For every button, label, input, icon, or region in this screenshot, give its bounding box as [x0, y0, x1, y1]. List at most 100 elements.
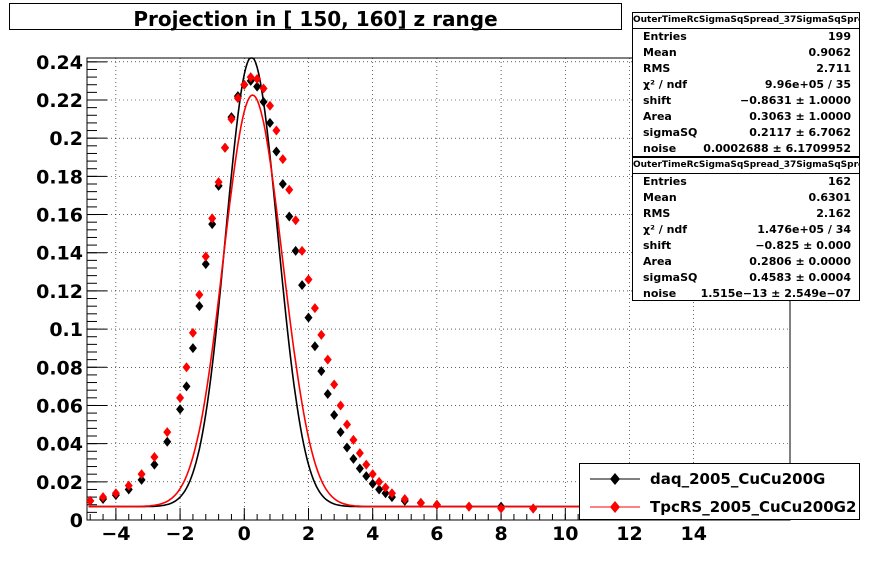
data-point-1 [497, 503, 506, 514]
data-point-1 [298, 245, 307, 256]
data-point-1 [240, 79, 249, 90]
data-point-0 [176, 404, 185, 415]
stats-value: 0.2806 ± 0.0000 [749, 255, 851, 268]
x-tick-label: 10 [552, 523, 578, 545]
y-tick-label: 0.06 [36, 395, 83, 417]
data-point-0 [291, 245, 300, 256]
legend-marker-daq [590, 473, 640, 485]
data-point-0 [336, 427, 345, 438]
data-point-1 [137, 469, 146, 480]
data-point-1 [368, 469, 377, 480]
data-point-0 [323, 389, 332, 399]
x-tick-label: 0 [238, 523, 251, 545]
data-point-1 [362, 459, 371, 470]
data-point-1 [355, 448, 364, 459]
data-point-1 [208, 213, 217, 224]
stats-value: 2.711 [816, 62, 851, 75]
stats-value: 2.162 [816, 207, 851, 220]
data-point-1 [176, 392, 185, 403]
series-layer [86, 57, 757, 514]
data-point-1 [310, 303, 319, 314]
x-tick-label: 8 [494, 523, 507, 545]
stats-label: shift [643, 94, 672, 107]
stats-label: RMS [643, 62, 671, 75]
data-point-0 [137, 474, 146, 485]
stats-value: 0.4583 ± 0.0004 [749, 271, 851, 284]
data-point-1 [432, 499, 441, 510]
data-point-1 [99, 492, 108, 503]
stats-row-noise: noise 1.515e−13 ± 2.549e−07 [633, 286, 859, 302]
data-point-1 [259, 83, 268, 94]
y-tick-label: 0.1 [49, 319, 83, 341]
stats-value: −0.825 ± 0.000 [755, 239, 851, 252]
data-point-1 [278, 154, 287, 165]
data-point-0 [272, 146, 281, 157]
data-point-0 [208, 219, 217, 230]
data-point-1 [529, 503, 538, 514]
stats-row-sigmasq: sigmaSQ 0.2117 ± 6.7062 [633, 125, 859, 141]
stats-label: Area [643, 110, 672, 123]
data-point-0 [278, 179, 287, 189]
stats-label: χ² / ndf [643, 223, 688, 236]
data-point-0 [150, 459, 159, 470]
stats-label: Entries [643, 30, 687, 43]
data-point-0 [298, 280, 307, 291]
data-point-1 [182, 362, 191, 373]
y-tick-label: 0.08 [36, 357, 83, 379]
y-tick-label: 0.2 [49, 128, 83, 150]
stats-label: Mean [643, 46, 677, 59]
stats-value: 0.9062 [808, 46, 851, 59]
stats-value: −0.8631 ± 1.0000 [740, 94, 851, 107]
data-point-0 [259, 96, 268, 107]
stats-value: 0.0002688 ± 6.1709952 [703, 142, 851, 155]
data-point-1 [375, 476, 384, 487]
y-tick-label: 0.16 [36, 205, 83, 227]
stats-row-entries: Entries 199 [633, 29, 859, 45]
data-point-0 [265, 117, 274, 128]
data-point-1 [150, 452, 159, 462]
y-tick-label: 0.04 [36, 434, 83, 456]
stats-value: 1.515e−13 ± 2.549e−07 [700, 287, 851, 300]
stats-row-rms: RMS 2.162 [633, 206, 859, 222]
stats-label: sigmaSQ [643, 126, 698, 139]
axis-layer: −4 −2 0 2 4 6 8 10 12 14 0 0.02 0.04 0.06 0.08 0.1 0.12 0… [36, 52, 785, 545]
x-tick-label: 2 [302, 523, 315, 545]
x-tick-label: −4 [101, 523, 130, 545]
data-point-1 [195, 289, 204, 300]
stats-row-sigmasq: sigmaSQ 0.4583 ± 0.0004 [633, 270, 859, 286]
stats-value: 162 [828, 175, 851, 188]
data-point-1 [124, 480, 133, 491]
stats-label: Entries [643, 175, 687, 188]
data-point-1 [381, 482, 390, 493]
data-point-1 [188, 327, 197, 338]
data-point-0 [182, 381, 191, 392]
y-tick-label: 0.12 [36, 281, 83, 303]
stats-box-name: OuterTimeRcSigmaSqSpread_37SigmaSqSpread [633, 158, 859, 174]
data-point-1 [336, 400, 345, 411]
stats-row-chi2: χ² / ndf 9.96e+05 / 35 [633, 77, 859, 93]
data-point-1 [201, 251, 210, 262]
data-point-0 [163, 436, 172, 447]
stats-row-mean: Mean 0.6301 [633, 190, 859, 206]
data-point-1 [343, 419, 352, 430]
data-point-0 [375, 484, 384, 495]
y-tick-label: 0.24 [36, 52, 83, 74]
stats-label: RMS [643, 207, 671, 220]
stats-row-entries: Entries 162 [633, 174, 859, 190]
data-point-1 [163, 427, 172, 438]
data-point-1 [304, 274, 313, 285]
data-point-1 [86, 495, 95, 506]
stats-box-daq: OuterTimeRcSigmaSqSpread_37SigmaSqSpread… [632, 12, 860, 157]
legend: daq_2005_CuCu200G TpcRS_2005_CuCu200G2 [579, 463, 860, 520]
stats-row-noise: noise 0.0002688 ± 6.1709952 [633, 141, 859, 157]
stats-row-chi2: χ² / ndf 1.476e+05 / 34 [633, 222, 859, 238]
stats-value: 0.2117 ± 6.7062 [749, 126, 851, 139]
stats-label: noise [643, 287, 677, 300]
data-point-0 [201, 259, 210, 270]
stats-row-shift: shift −0.825 ± 0.000 [633, 238, 859, 254]
data-point-1 [416, 497, 425, 508]
legend-label-tpcrs: TpcRS_2005_CuCu200G2 [650, 498, 857, 516]
stats-row-mean: Mean 0.9062 [633, 45, 859, 61]
chart-title-box: Projection in [ 150, 160] z range [9, 3, 622, 31]
x-tick-label: 14 [680, 523, 706, 545]
